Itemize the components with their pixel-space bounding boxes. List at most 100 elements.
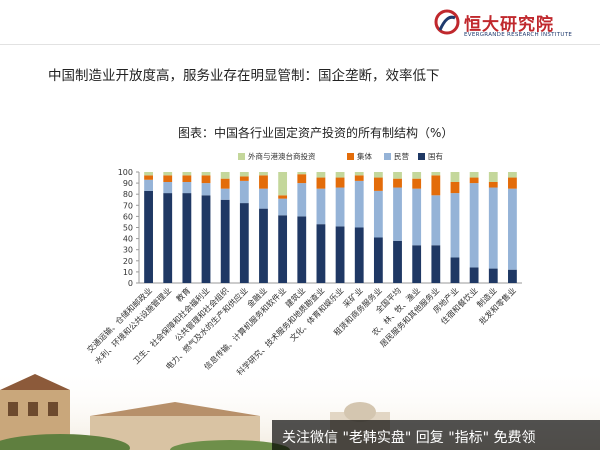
y-tick-label: 0 — [128, 279, 133, 288]
header-divider — [0, 44, 600, 45]
bar-segment — [431, 195, 441, 246]
bar-segment — [373, 177, 383, 191]
bar-segment — [278, 195, 288, 199]
bar-segment — [259, 188, 268, 209]
chart-title: 图表：中国各行业固定资产投资的所有制结构（%） — [178, 126, 454, 140]
bar-segment — [163, 193, 173, 283]
bar-segment — [354, 180, 364, 228]
y-tick-label: 10 — [123, 268, 133, 277]
legend-swatch — [238, 153, 245, 160]
bar-segment — [220, 178, 230, 189]
bar-segment — [469, 172, 479, 178]
bar-segment — [335, 177, 345, 188]
brand-logo: 恒大研究院 EVERGRANDE RESEARCH INSTITUTE — [434, 8, 594, 44]
legend-label: 民营 — [394, 151, 409, 161]
bar-segment — [144, 175, 153, 180]
bar-segment — [182, 172, 192, 176]
bar-segment — [163, 181, 173, 194]
y-tick-label: 100 — [118, 168, 133, 177]
bar-segment — [201, 183, 211, 196]
bar-segment — [508, 172, 517, 178]
y-tick-label: 20 — [123, 257, 133, 266]
bar-segment — [335, 226, 345, 283]
bar-segment — [163, 172, 173, 176]
y-tick-label: 60 — [123, 212, 133, 221]
bar-segment — [297, 172, 307, 175]
bar-segment — [144, 179, 153, 191]
bar-segment — [297, 183, 307, 217]
bar-segment — [182, 181, 192, 194]
brand-subtitle: EVERGRANDE RESEARCH INSTITUTE — [464, 32, 573, 38]
bar-segment — [182, 175, 192, 182]
bar-segment — [450, 181, 460, 194]
brand-name: 恒大研究院 — [464, 15, 554, 35]
bar-segment — [469, 267, 479, 283]
bar-segment — [412, 178, 422, 189]
bar-segment — [220, 188, 230, 200]
legend-label: 国有 — [428, 151, 443, 161]
brand-logo-icon — [434, 9, 460, 35]
legend-swatch — [384, 153, 391, 160]
legend-swatch — [418, 153, 425, 160]
bar-segment — [220, 199, 230, 283]
bar-segment — [412, 245, 422, 283]
bar-segment — [450, 172, 460, 182]
bar-segment — [393, 172, 402, 179]
y-tick-label: 90 — [123, 179, 133, 188]
bar-segment — [239, 176, 249, 181]
bar-segment — [278, 172, 288, 196]
bar-segment — [373, 190, 383, 238]
bar-segment — [508, 177, 517, 189]
bar-segment — [316, 172, 326, 178]
bar-segment — [201, 175, 211, 184]
bar-segment — [239, 180, 249, 204]
bar-segment — [297, 216, 307, 283]
legend-label: 外商与港澳台商投资 — [248, 151, 316, 161]
bar-segment — [201, 195, 211, 283]
bar-segment — [373, 237, 383, 283]
bar-segment — [144, 190, 153, 283]
bar-segment — [335, 172, 345, 178]
bar-segment — [297, 174, 307, 184]
bar-segment — [508, 188, 517, 270]
bar-segment — [259, 175, 268, 189]
y-tick-label: 50 — [123, 224, 133, 233]
bar-segment — [431, 175, 441, 196]
bar-segment — [278, 215, 288, 283]
bar-segment — [316, 188, 326, 225]
bar-segment — [239, 203, 249, 283]
legend-label: 集体 — [357, 151, 372, 161]
watermark-text: 关注微信 "老韩实盘" 回复 "指标" 免费领 — [282, 430, 536, 446]
bar-segment — [182, 193, 192, 283]
x-tick-label: 水利、环境和公共设施管理业 — [93, 285, 174, 366]
bar-segment — [163, 175, 173, 182]
bar-segment — [431, 245, 441, 283]
slide-headline: 中国制造业开放度高，服务业存在明显管制：国企垄断，效率低下 — [48, 68, 440, 84]
bar-segment — [259, 208, 268, 283]
bar-segment — [335, 187, 345, 227]
y-tick-label: 70 — [123, 201, 133, 210]
bar-segment — [373, 172, 383, 178]
bar-segment — [316, 177, 326, 189]
bar-segment — [220, 172, 230, 179]
bar-segment — [431, 172, 441, 176]
bar-segment — [354, 227, 364, 283]
y-tick-label: 40 — [123, 235, 133, 244]
watermark-banner — [272, 420, 600, 450]
y-tick-label: 30 — [123, 246, 133, 255]
y-tick-label: 80 — [123, 190, 133, 199]
bar-segment — [316, 224, 326, 283]
bar-segment — [393, 240, 402, 283]
bar-segment — [488, 181, 498, 188]
bar-segment — [488, 268, 498, 283]
bar-segment — [508, 269, 517, 283]
bar-segment — [450, 257, 460, 283]
bar-segment — [259, 172, 268, 176]
bar-segment — [469, 183, 479, 268]
bar-segment — [412, 172, 422, 179]
bar-segment — [144, 172, 153, 176]
bar-segment — [354, 175, 364, 181]
bar-segment — [450, 193, 460, 258]
legend-swatch — [347, 153, 354, 160]
bar-segment — [488, 187, 498, 269]
